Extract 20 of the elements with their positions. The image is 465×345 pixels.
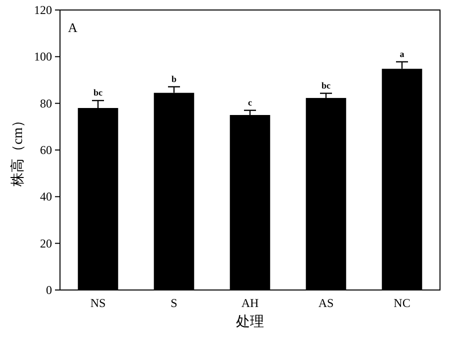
y-tick-label: 120	[34, 3, 52, 17]
annotation: bc	[322, 80, 331, 90]
annotation: c	[248, 97, 252, 108]
annotation: a	[400, 48, 405, 59]
annotation: b	[171, 74, 177, 84]
y-tick-label: 0	[46, 283, 52, 297]
y-tick-label: 100	[34, 50, 52, 64]
x-axis-title: 处理	[236, 314, 264, 330]
annotation: bc	[94, 88, 103, 98]
y-tick-label: 20	[40, 236, 52, 250]
annotation: A	[68, 20, 78, 35]
y-tick-label: 60	[40, 143, 52, 157]
x-tick-label: S	[170, 296, 178, 310]
x-tick-label: NS	[90, 296, 106, 310]
x-tick-label: AS	[318, 296, 334, 310]
x-tick-label: AH	[241, 296, 259, 310]
y-tick-label: 80	[40, 96, 52, 110]
x-tick-label: NC	[394, 296, 410, 310]
y-axis-title: 株高（cm）	[10, 113, 26, 188]
y-tick-label: 40	[40, 190, 52, 204]
